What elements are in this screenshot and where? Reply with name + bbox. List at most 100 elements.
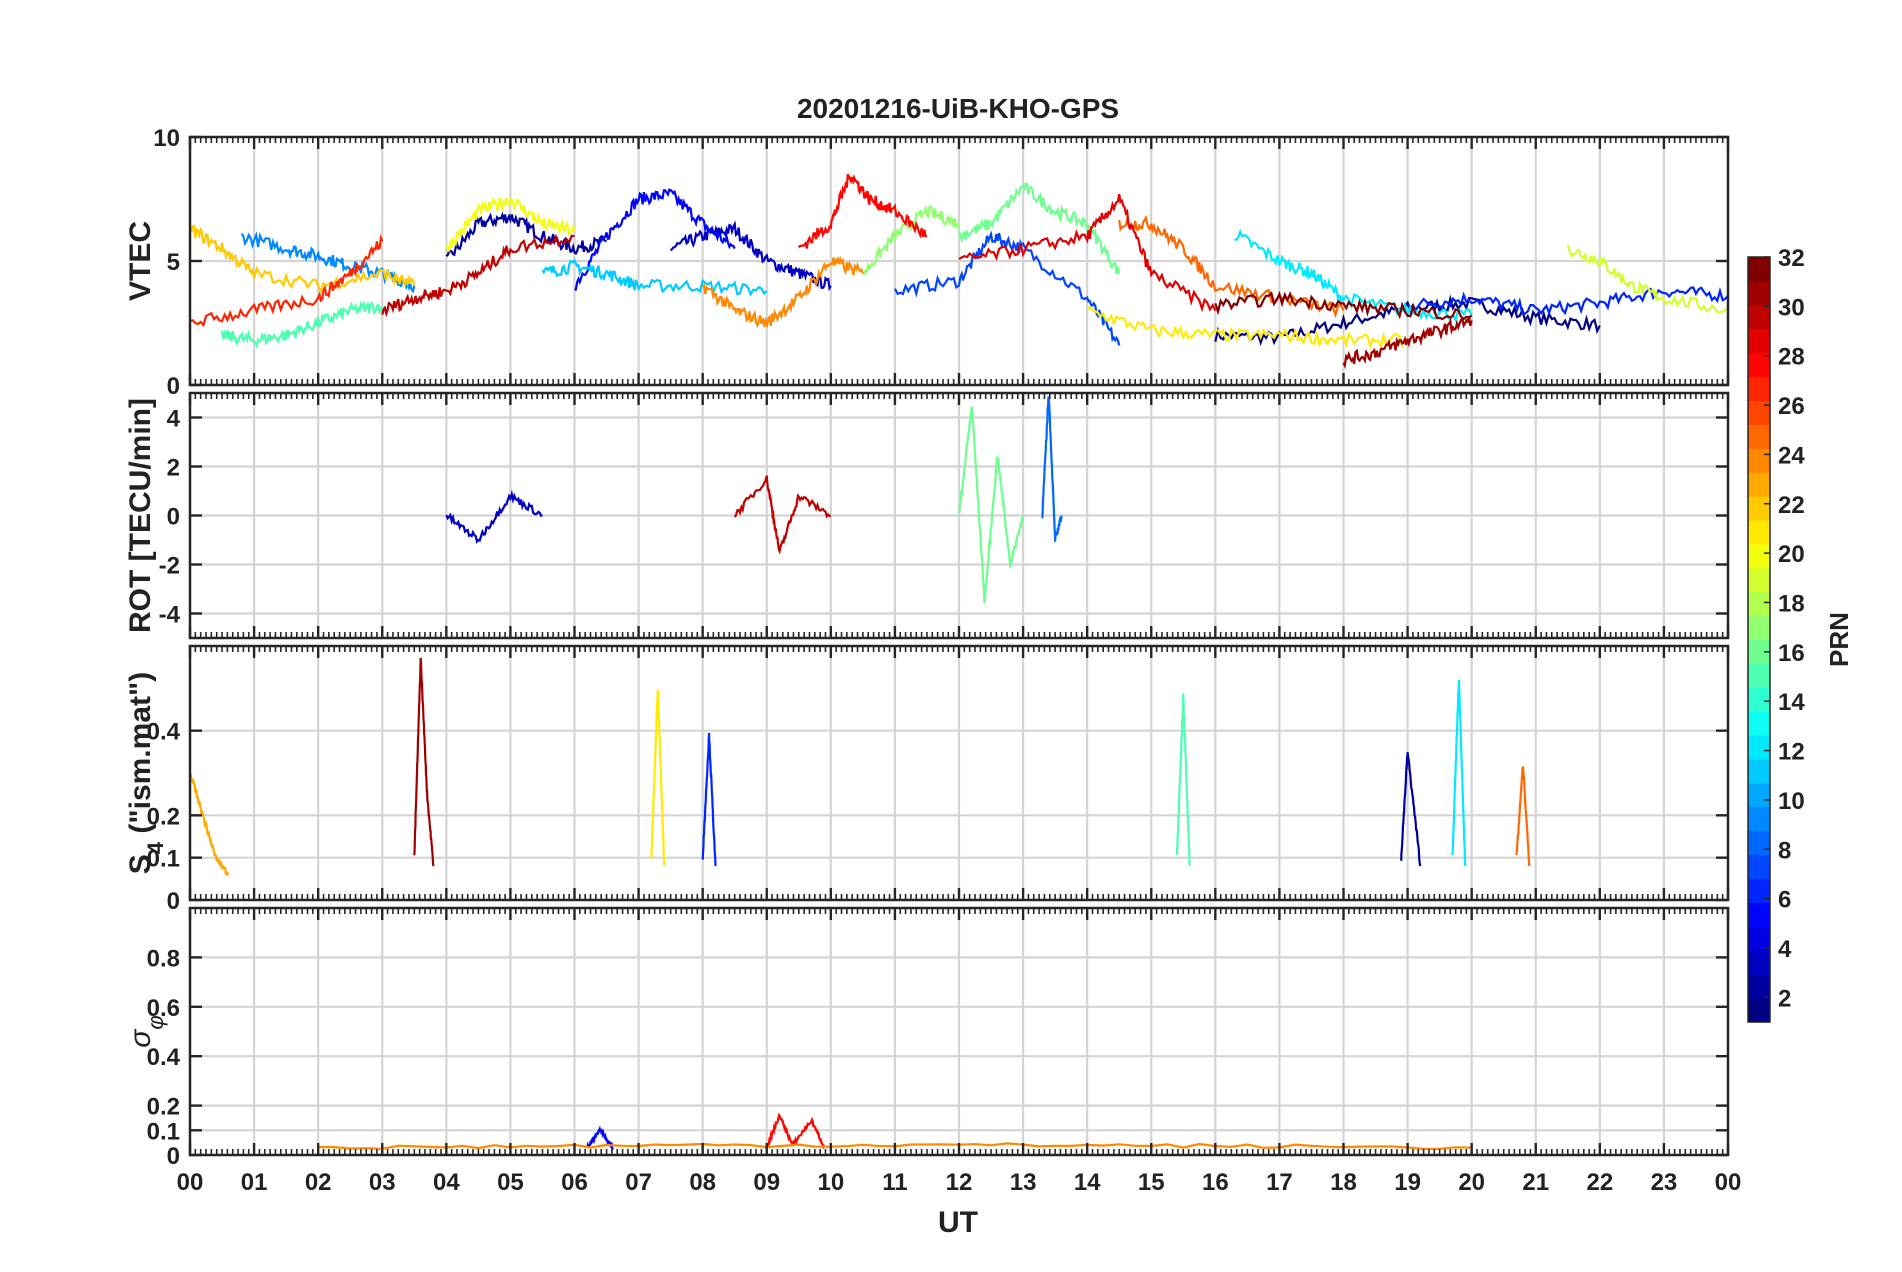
colorbar-swatch xyxy=(1748,280,1770,306)
colorbar-tick-label: 12 xyxy=(1778,739,1805,766)
x-tick-label: 08 xyxy=(689,1169,716,1196)
colorbar-swatch xyxy=(1748,878,1770,904)
colorbar-swatch xyxy=(1748,257,1770,282)
colorbar-swatch xyxy=(1748,806,1770,832)
y-ticks: 0 0.1 0.2 0.4 xyxy=(147,719,1728,915)
series-line-prn-30 xyxy=(381,233,575,318)
series-line-prn-3 xyxy=(669,220,832,292)
series-line-prn-15 xyxy=(220,300,384,350)
colorbar-label: PRN xyxy=(1824,612,1854,667)
y-tick-label: 0 xyxy=(167,888,180,915)
series-line-prn-6 xyxy=(1406,286,1729,317)
colorbar-tick-label: 8 xyxy=(1778,837,1791,864)
colorbar-tick-label: 30 xyxy=(1778,294,1805,321)
series-line-prn-6 xyxy=(701,732,717,867)
x-tick-label: 05 xyxy=(497,1169,524,1196)
colorbar-tick-label: 26 xyxy=(1778,393,1805,420)
series-line-prn-28 xyxy=(766,1112,826,1150)
y-ticks: 0 5 10 xyxy=(153,125,1728,400)
colorbar-swatch xyxy=(1748,998,1770,1023)
colorbar-tick-label: 6 xyxy=(1778,887,1791,914)
series-line-prn-2 xyxy=(1400,752,1422,867)
series-group xyxy=(188,173,1729,370)
y-tick-label: 0.6 xyxy=(147,995,180,1022)
series-line-prn-29 xyxy=(958,193,1217,313)
y-tick-label: 0.2 xyxy=(147,803,180,830)
colorbar-tick-label: 28 xyxy=(1778,344,1805,371)
colorbar-swatch xyxy=(1748,591,1770,617)
grid xyxy=(190,908,1728,1155)
x-ticks xyxy=(188,908,1730,1155)
y-ticks: -4 -2 0 2 4 xyxy=(159,406,1728,629)
y-tick-label: 0 xyxy=(167,504,180,531)
y-tick-label: 2 xyxy=(167,455,180,482)
y-tick-label: 5 xyxy=(167,249,180,276)
series-line-prn-5 xyxy=(586,1125,614,1153)
series-line-prn-5 xyxy=(574,188,736,291)
y-tick-label: -4 xyxy=(159,602,181,629)
colorbar-swatch xyxy=(1748,519,1770,545)
series-line-prn-8 xyxy=(1041,396,1063,542)
x-tick-label: 20 xyxy=(1458,1169,1485,1196)
colorbar-swatch xyxy=(1748,472,1770,497)
x-tick-label: 16 xyxy=(1202,1169,1229,1196)
colorbar-swatch xyxy=(1748,782,1770,808)
series-line-prn-21 xyxy=(650,689,666,867)
grid xyxy=(190,646,1728,900)
x-axis-label: UT xyxy=(938,1206,978,1239)
y-tick-label: 0.8 xyxy=(147,945,180,972)
x-tick-label: 03 xyxy=(369,1169,396,1196)
y-tick-label: 0.2 xyxy=(147,1094,180,1121)
colorbar-swatch xyxy=(1748,352,1770,378)
colorbar-swatch xyxy=(1748,663,1770,688)
y-tick-label: 0 xyxy=(167,373,180,400)
x-tick-label: 15 xyxy=(1138,1169,1165,1196)
colorbar-tick-label: 14 xyxy=(1778,689,1805,716)
colorbar-swatch xyxy=(1748,902,1770,927)
figure-title: 20201216-UiB-KHO-GPS xyxy=(797,93,1119,124)
series-line-prn-21 xyxy=(1086,305,1409,350)
colorbar-swatch xyxy=(1748,448,1770,473)
y-axis-label: VTEC xyxy=(124,221,157,301)
colorbar-swatch xyxy=(1748,735,1770,760)
x-tick-label: 23 xyxy=(1651,1169,1678,1196)
x-tick-label: 02 xyxy=(305,1169,332,1196)
series-line-prn-27 xyxy=(189,233,384,328)
colorbar-swatch xyxy=(1748,759,1770,784)
x-tick-label: 19 xyxy=(1394,1169,1421,1196)
colorbar-tick-label: 4 xyxy=(1778,936,1792,963)
x-tick-label: 14 xyxy=(1074,1169,1101,1196)
y-axis-label: ROT [TECU/min] xyxy=(124,398,157,633)
x-tick-label: 04 xyxy=(433,1169,460,1196)
x-tick-label: 17 xyxy=(1266,1169,1293,1196)
series-line-prn-30 xyxy=(733,475,832,555)
series-line-prn-3 xyxy=(445,489,543,544)
panel-s4: 00.10.20.4S4 ("ism.mat") xyxy=(124,644,1730,915)
colorbar-tick-label: 16 xyxy=(1778,640,1805,667)
x-tick-label: 18 xyxy=(1330,1169,1357,1196)
colorbar-swatch xyxy=(1748,974,1770,999)
series-line-prn-20 xyxy=(445,196,576,252)
colorbar-tick-label: 2 xyxy=(1778,985,1791,1012)
y-axis-label-sub: φ xyxy=(143,1015,168,1029)
y-axis-label: S4 ("ism.mat") xyxy=(124,672,168,874)
colorbar-swatch xyxy=(1748,687,1770,712)
colorbar-swatch xyxy=(1748,711,1770,736)
colorbar-swatch xyxy=(1748,854,1770,880)
x-axis-tick-labels: 00 01 02 03 04 05 06 07 08 09 10 11 12 13 14 15 16 17 18 19… xyxy=(177,1169,1742,1196)
series-group xyxy=(445,396,1063,603)
series-line-prn-12 xyxy=(1451,679,1467,867)
y-axis-label: σφ xyxy=(124,1015,168,1047)
x-ticks xyxy=(188,137,1730,385)
series-line-prn-25 xyxy=(1515,766,1531,867)
colorbar-swatch xyxy=(1748,567,1770,593)
colorbar-tick-label: 18 xyxy=(1778,590,1805,617)
y-tick-label: 0.4 xyxy=(147,719,181,746)
colorbar-frame xyxy=(1747,256,1771,1023)
series-line-prn-19 xyxy=(1566,244,1729,314)
x-tick-label: 00 xyxy=(1715,1169,1742,1196)
x-ticks xyxy=(188,646,1730,900)
colorbar-swatch xyxy=(1748,950,1770,975)
y-tick-label: 0.1 xyxy=(147,1118,180,1145)
